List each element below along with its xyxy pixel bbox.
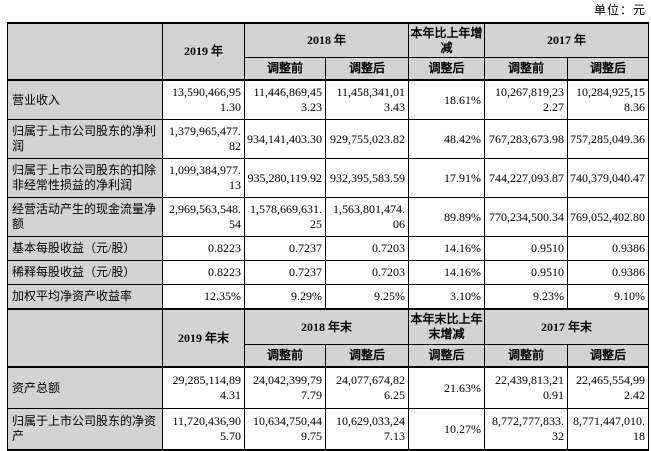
cell-change: 21.63% — [408, 366, 486, 409]
cell-2019: 1,099,384,977.13 — [162, 158, 245, 198]
cell-2017-pre: 744,227,093.87 — [484, 158, 569, 198]
cell-2018-post: 0.7203 — [324, 260, 410, 285]
cell-2019: 0.8223 — [162, 236, 245, 261]
cell-2018-pre: 9.29% — [244, 284, 326, 310]
cell-change: 3.10% — [408, 284, 486, 310]
table-row: 归属于上市公司股东的净利润 1,379,965,477.82 934,141,4… — [7, 119, 650, 159]
table-row: 归属于上市公司股东的净资产 11,720,436,905.70 10,634,7… — [7, 408, 650, 451]
cell-2017-pre: 8,772,777,833.32 — [484, 408, 569, 451]
subheader-2018-post: 调整后 — [324, 344, 410, 368]
table-row: 归属于上市公司股东的扣除非经常性损益的净利润 1,099,384,977.13 … — [7, 158, 650, 198]
cell-2017-pre: 9.23% — [484, 284, 569, 310]
cell-2017-post: 0.9386 — [567, 260, 650, 285]
cell-2018-pre: 934,141,403.30 — [244, 119, 326, 159]
row-label: 经营活动产生的现金流量净额 — [7, 197, 163, 237]
col-header-2018-end: 2018 年末 — [243, 308, 410, 345]
subheader-2017-post: 调整后 — [567, 344, 650, 368]
cell-2018-post: 1,563,801,474.06 — [324, 197, 410, 237]
unit-label: 单位：元 — [593, 3, 646, 17]
section2-header-row: 2019 年末 2018 年末 本年末比上年末增减 2017 年末 — [7, 308, 650, 368]
cell-2018-post: 10,629,033,247.13 — [324, 408, 410, 451]
row-label: 资产总额 — [7, 366, 163, 409]
cell-2017-pre: 0.9510 — [484, 260, 569, 285]
col-header-change-end: 本年末比上年末增减 — [408, 308, 486, 345]
cell-2019: 2,969,563,548.54 — [162, 197, 245, 237]
table-row: 稀释每股收益（元/股） 0.8223 0.7237 0.7203 14.16% … — [7, 260, 650, 285]
subheader-change-post: 调整后 — [408, 57, 486, 81]
cell-2017-pre: 22,439,813,210.91 — [484, 366, 569, 409]
cell-2017-post: 10,284,925,158.36 — [567, 79, 650, 120]
cell-2018-pre: 0.7237 — [244, 236, 326, 261]
cell-2018-post: 932,395,583.59 — [324, 158, 410, 198]
key-financial-data-table: 2019 年 2018 年 本年比上年增减 2017 年 调整前 调整后 调整后… — [7, 22, 650, 451]
section1-header-row: 2019 年 2018 年 本年比上年增减 2017 年 — [7, 22, 650, 81]
cell-change: 18.61% — [408, 79, 486, 120]
col-header-change: 本年比上年增减 — [408, 22, 486, 58]
cell-2018-pre: 1,578,669,631.25 — [244, 197, 326, 237]
row-label: 营业收入 — [7, 79, 163, 120]
corner-blank-cell — [7, 22, 163, 81]
section1-subheader-row: 调整前 调整后 调整后 调整前 调整后 — [8, 57, 650, 81]
cell-2018-post: 929,755,023.82 — [324, 119, 410, 159]
subheader-2018-pre: 调整前 — [244, 57, 326, 81]
cell-change: 17.91% — [408, 158, 486, 198]
cell-2019: 0.8223 — [162, 260, 245, 285]
col-header-2019-end: 2019 年末 — [162, 308, 245, 368]
cell-2018-post: 11,458,341,013.43 — [324, 79, 410, 120]
cell-2019: 1,379,965,477.82 — [162, 119, 245, 159]
col-header-2017-end: 2017 年末 — [484, 308, 650, 345]
cell-2018-post: 24,077,674,826.25 — [324, 366, 410, 409]
col-header-2018: 2018 年 — [243, 22, 410, 58]
cell-2019: 12.35% — [162, 284, 245, 310]
cell-2019: 13,590,466,951.30 — [162, 79, 245, 120]
cell-2017-post: 9.10% — [567, 284, 650, 310]
cell-2017-post: 0.9386 — [567, 236, 650, 261]
cell-2017-pre: 10,267,819,232.27 — [484, 79, 569, 120]
cell-2019: 11,720,436,905.70 — [162, 408, 245, 451]
table-row: 基本每股收益（元/股） 0.8223 0.7237 0.7203 14.16% … — [7, 236, 650, 261]
row-label: 基本每股收益（元/股） — [7, 236, 163, 261]
cell-2017-post: 769,052,402.80 — [567, 197, 650, 237]
row-label: 稀释每股收益（元/股） — [7, 260, 163, 285]
cell-2018-pre: 10,634,750,449.75 — [244, 408, 326, 451]
row-label: 归属于上市公司股东的扣除非经常性损益的净利润 — [7, 158, 163, 198]
cell-change: 48.42% — [408, 119, 486, 159]
cell-2017-post: 22,465,554,992.42 — [567, 366, 650, 409]
cell-change: 10.27% — [408, 408, 486, 451]
cell-2017-post: 8,771,447,010.18 — [567, 408, 650, 451]
row-label: 归属于上市公司股东的净资产 — [7, 408, 163, 451]
subheader-2017-pre: 调整前 — [484, 344, 569, 368]
cell-2017-pre: 770,234,500.34 — [484, 197, 569, 237]
cell-2018-pre: 24,042,399,797.79 — [244, 366, 326, 409]
row-label: 归属于上市公司股东的净利润 — [7, 119, 163, 159]
cell-change: 14.16% — [408, 236, 486, 261]
table-row: 营业收入 13,590,466,951.30 11,446,869,453.23… — [7, 79, 650, 120]
cell-2017-pre: 0.9510 — [484, 236, 569, 261]
subheader-change-post: 调整后 — [408, 344, 486, 368]
cell-2018-pre: 0.7237 — [244, 260, 326, 285]
cell-2018-pre: 11,446,869,453.23 — [244, 79, 326, 120]
cell-2018-post: 9.25% — [324, 284, 410, 310]
cell-2019: 29,285,114,894.31 — [162, 366, 245, 409]
table-row: 资产总额 29,285,114,894.31 24,042,399,797.79… — [7, 366, 650, 409]
subheader-2018-pre: 调整前 — [244, 344, 326, 368]
row-label: 加权平均净资产收益率 — [7, 284, 163, 310]
cell-2018-pre: 935,280,119.92 — [244, 158, 326, 198]
col-header-2017: 2017 年 — [484, 22, 650, 58]
cell-2017-pre: 767,283,673.98 — [484, 119, 569, 159]
subheader-2018-post: 调整后 — [324, 57, 410, 81]
corner-blank-cell — [7, 308, 163, 368]
cell-2017-post: 757,285,049.36 — [567, 119, 650, 159]
subheader-2017-pre: 调整前 — [484, 57, 569, 81]
cell-change: 14.16% — [408, 260, 486, 285]
cell-change: 89.89% — [408, 197, 486, 237]
cell-2017-post: 740,379,040.47 — [567, 158, 650, 198]
col-header-2019: 2019 年 — [162, 22, 245, 81]
table-row: 经营活动产生的现金流量净额 2,969,563,548.54 1,578,669… — [7, 197, 650, 237]
table-row: 加权平均净资产收益率 12.35% 9.29% 9.25% 3.10% 9.23… — [7, 284, 650, 310]
cell-2018-post: 0.7203 — [324, 236, 410, 261]
subheader-2017-post: 调整后 — [567, 57, 650, 81]
